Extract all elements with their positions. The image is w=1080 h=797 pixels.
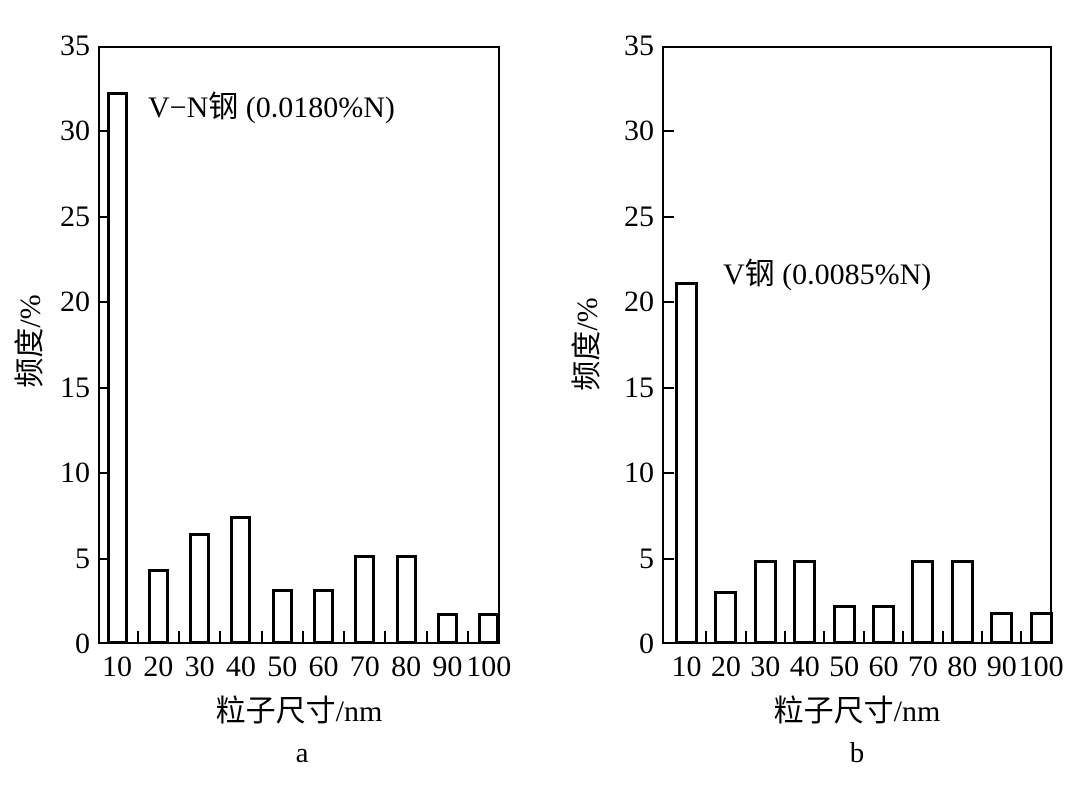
x-tick-label: 10 <box>671 650 702 683</box>
x-tick-mark <box>219 631 222 642</box>
histogram-bar <box>911 560 935 644</box>
x-tick-mark <box>301 631 304 642</box>
x-tick-label: 10 <box>102 650 132 683</box>
histogram-bar <box>147 569 169 644</box>
x-tick-mark <box>784 631 786 642</box>
x-tick-label: 100 <box>1018 650 1064 683</box>
histogram-bar <box>675 282 698 644</box>
x-tick-mark <box>823 631 826 642</box>
x-tick-label: 40 <box>789 650 820 683</box>
y-tick-mark <box>664 215 674 218</box>
x-tick-label: 50 <box>829 650 860 683</box>
y-tick-mark <box>664 130 674 133</box>
y-tick-label: 25 <box>624 199 654 233</box>
plot-area <box>98 46 500 644</box>
y-tick-mark <box>100 386 110 389</box>
series-annotation: V钢 (0.0085%N) <box>723 258 932 291</box>
x-tick-label: 30 <box>750 650 781 683</box>
x-tick-label: 90 <box>986 650 1017 683</box>
x-tick-mark <box>981 631 983 642</box>
histogram-bar <box>106 92 128 644</box>
y-tick-label: 10 <box>624 456 654 490</box>
y-tick-label: 0 <box>639 627 654 660</box>
x-tick-label: 60 <box>868 650 899 683</box>
x-tick-label: 50 <box>267 650 298 683</box>
histogram-bar <box>990 612 1014 644</box>
plot-area <box>662 46 1052 644</box>
y-tick-mark <box>100 557 110 560</box>
series-annotation: V−N钢 (0.0180%N) <box>148 91 395 124</box>
y-tick-label: 20 <box>624 285 654 319</box>
x-tick-mark <box>425 631 428 642</box>
histogram-bar <box>714 591 738 644</box>
x-tick-mark <box>744 631 747 642</box>
x-axis-title: 粒子尺寸/nm <box>215 695 383 728</box>
y-tick-label: 15 <box>624 370 654 404</box>
x-tick-mark <box>260 631 263 642</box>
y-tick-mark <box>664 472 674 475</box>
histogram-bar <box>793 560 817 644</box>
histogram-bar <box>478 613 500 644</box>
histogram-bar <box>230 516 252 644</box>
histogram-bar <box>313 589 334 644</box>
x-tick-label: 20 <box>710 650 741 683</box>
histogram-bar <box>753 560 777 644</box>
histogram-bar <box>271 589 293 644</box>
histogram-bar <box>436 613 458 644</box>
y-tick-mark <box>100 130 110 133</box>
x-tick-label: 80 <box>391 650 422 683</box>
y-tick-label: 25 <box>60 199 90 233</box>
y-tick-label: 35 <box>60 29 90 62</box>
y-tick-mark <box>664 386 674 389</box>
x-tick-label: 40 <box>225 650 256 683</box>
histogram-bar <box>950 560 974 644</box>
histogram-bar <box>189 533 211 644</box>
x-tick-mark <box>384 631 387 642</box>
y-tick-mark <box>100 215 110 218</box>
x-tick-mark <box>136 631 139 642</box>
y-tick-label: 20 <box>60 285 90 319</box>
x-tick-mark <box>902 631 905 642</box>
y-tick-mark <box>664 557 674 560</box>
y-tick-mark <box>664 301 674 304</box>
y-tick-mark <box>100 301 110 304</box>
x-tick-label: 70 <box>907 650 938 683</box>
x-tick-label: 60 <box>308 650 339 683</box>
x-tick-mark <box>467 631 470 642</box>
x-tick-label: 90 <box>432 650 463 683</box>
x-tick-label: 100 <box>466 650 512 683</box>
x-tick-label: 80 <box>947 650 978 683</box>
x-tick-mark <box>1020 631 1023 642</box>
x-tick-mark <box>343 631 346 642</box>
histogram-bar <box>395 555 417 644</box>
histogram-bar <box>354 555 376 644</box>
x-tick-mark <box>705 631 708 642</box>
x-tick-mark <box>862 631 865 642</box>
y-tick-label: 0 <box>75 627 90 660</box>
y-tick-label: 30 <box>60 114 90 148</box>
subfigure-label: b <box>849 737 865 769</box>
histogram-bar <box>872 605 895 644</box>
subfigure-label: a <box>295 737 309 769</box>
x-tick-label: 20 <box>143 650 174 683</box>
y-tick-label: 10 <box>60 456 90 490</box>
histogram-bar <box>832 605 856 644</box>
x-tick-mark <box>177 631 180 642</box>
y-tick-label: 5 <box>75 541 90 575</box>
y-tick-label: 5 <box>639 541 654 575</box>
y-tick-label: 35 <box>624 29 654 62</box>
x-tick-label: 30 <box>184 650 215 683</box>
y-tick-label: 15 <box>60 370 90 404</box>
x-tick-label: 70 <box>349 650 380 683</box>
x-axis-title: 粒子尺寸/nm <box>773 695 941 728</box>
x-tick-mark <box>941 631 944 642</box>
y-tick-label: 30 <box>624 114 654 148</box>
y-tick-mark <box>100 472 110 475</box>
histogram-bar <box>1029 612 1053 644</box>
